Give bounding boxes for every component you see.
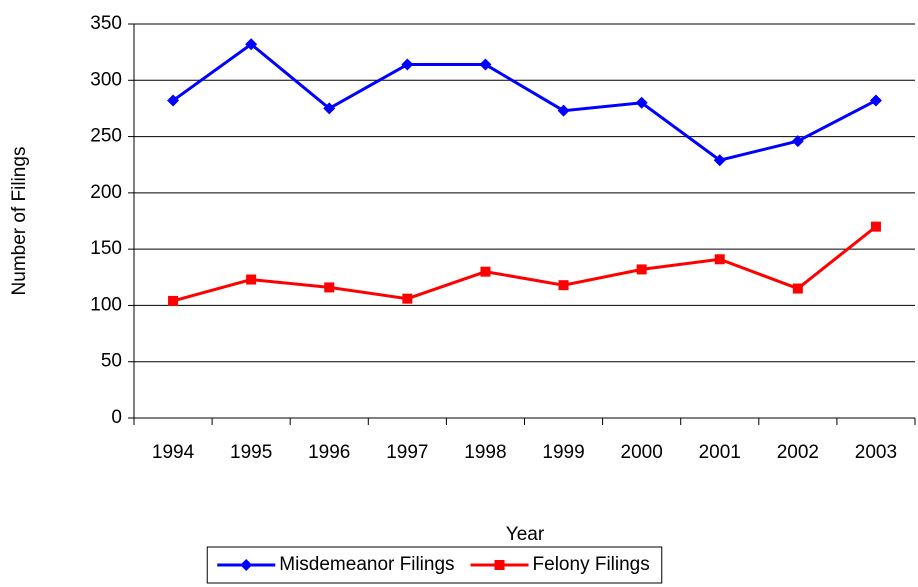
x-tick-label: 1995	[230, 442, 272, 463]
marker	[480, 266, 491, 277]
y-tick-label: 350	[90, 13, 122, 34]
marker	[324, 282, 335, 293]
y-tick-label: 250	[90, 126, 122, 147]
marker	[323, 102, 336, 115]
marker	[870, 221, 881, 232]
marker	[635, 96, 648, 109]
x-tick-label: 2001	[699, 442, 741, 463]
marker	[713, 154, 726, 167]
marker	[636, 264, 647, 275]
y-tick-label: 150	[90, 238, 122, 259]
marker	[246, 274, 257, 285]
marker	[791, 135, 804, 148]
y-axis-label: Number of Filings	[9, 147, 30, 296]
marker	[494, 560, 505, 570]
marker	[479, 58, 492, 71]
y-tick-label: 300	[90, 69, 122, 90]
legend: Misdemeanor Filings Felony Filings	[206, 546, 663, 584]
y-tick-label: 50	[101, 351, 122, 372]
x-tick-label: 1997	[386, 442, 428, 463]
marker	[714, 254, 725, 265]
x-tick-label: 1994	[152, 442, 195, 463]
y-tick-label: 100	[90, 294, 122, 315]
x-tick-label: 1998	[464, 442, 506, 463]
series-line	[172, 225, 877, 303]
marker	[869, 94, 882, 107]
x-tick-label: 2000	[621, 442, 663, 463]
x-tick-label: 1996	[308, 442, 350, 463]
x-tick-label: 2002	[777, 442, 819, 463]
y-tick-label: 200	[90, 182, 122, 203]
marker	[557, 104, 570, 117]
x-tick-label: 1999	[542, 442, 584, 463]
x-axis-label: Year	[506, 524, 545, 545]
marker	[558, 280, 569, 291]
legend-label: Felony Filings	[533, 554, 650, 575]
x-tick-label: 2003	[855, 442, 897, 463]
marker	[167, 94, 180, 107]
series-line	[172, 42, 877, 162]
marker	[402, 293, 413, 304]
marker	[401, 58, 414, 71]
y-tick-label: 0	[111, 407, 122, 428]
marker	[240, 559, 253, 571]
marker	[792, 283, 803, 294]
marker	[245, 38, 258, 51]
legend-box	[206, 546, 663, 584]
legend-label: Misdemeanor Filings	[279, 554, 454, 575]
marker	[168, 295, 179, 306]
